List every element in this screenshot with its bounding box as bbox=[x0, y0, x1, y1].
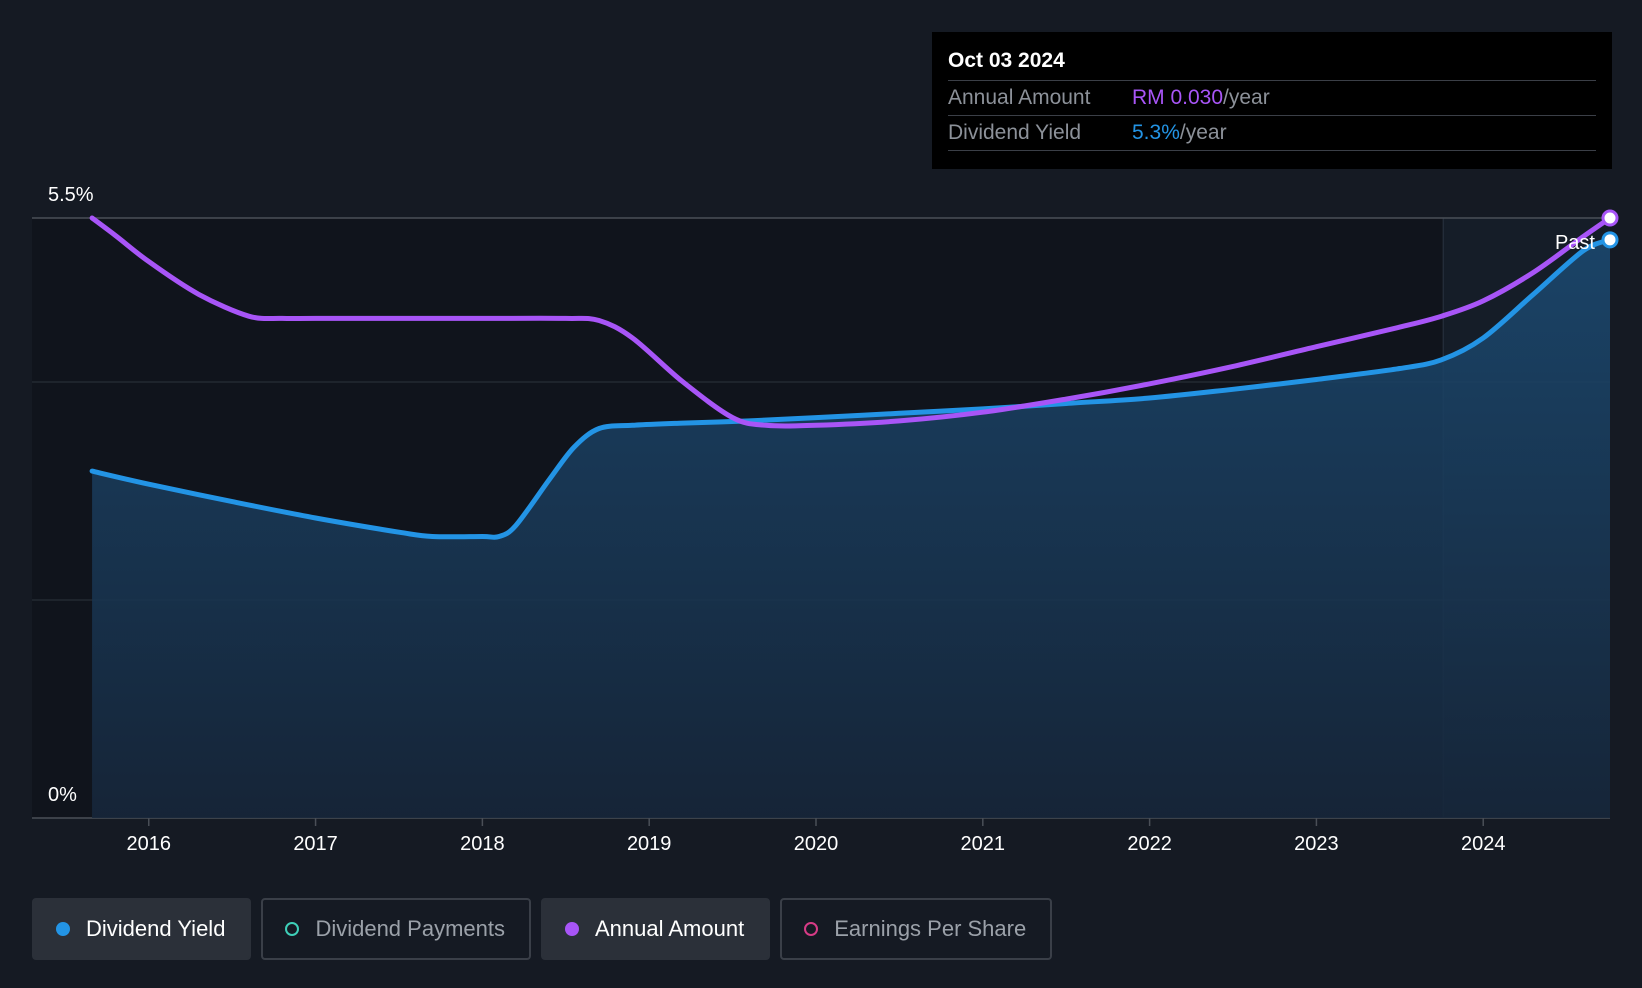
legend-dot-icon bbox=[56, 922, 70, 936]
x-tick-label: 2019 bbox=[627, 833, 672, 855]
annual-amount-end-marker bbox=[1601, 209, 1619, 227]
tooltip-annual-unit: /year bbox=[1223, 86, 1270, 109]
x-tick-label: 2022 bbox=[1127, 833, 1172, 855]
x-tick-label: 2023 bbox=[1294, 833, 1339, 855]
tooltip-yield-unit: /year bbox=[1179, 121, 1227, 144]
legend-dot-icon bbox=[285, 922, 300, 936]
chart-legend: Dividend Yield Dividend Payments Annual … bbox=[32, 898, 1053, 960]
legend-label: Annual Amount bbox=[594, 916, 745, 941]
tooltip-yield-value: 5.3% bbox=[1132, 121, 1180, 144]
tooltip-row-yield: Dividend Yield 5.3% /year bbox=[948, 115, 1596, 151]
legend-label: Dividend Yield bbox=[86, 916, 226, 941]
legend-label: Earnings Per Share bbox=[834, 916, 1027, 941]
legend-label: Dividend Payments bbox=[315, 916, 505, 941]
legend-dot-icon bbox=[804, 922, 819, 936]
tooltip-annual-value: RM 0.030 bbox=[1132, 86, 1224, 109]
y-tick-label-max: 5.5% bbox=[48, 184, 94, 206]
x-tick-label: 2016 bbox=[127, 833, 172, 855]
dividend-chart: 2016 2017 2018 2019 2020 2021 2022 2023 2024 5.5… bbox=[32, 184, 1619, 855]
x-tick-label: 2024 bbox=[1461, 833, 1506, 855]
tooltip-date: Oct 03 2024 bbox=[948, 49, 1065, 72]
x-tick-label: 2021 bbox=[961, 833, 1006, 855]
x-tick-label: 2018 bbox=[460, 833, 505, 855]
dividend-yield-end-marker bbox=[1601, 231, 1619, 249]
x-tick-label: 2017 bbox=[293, 833, 338, 855]
dividend-yield-area bbox=[92, 239, 1610, 819]
tooltip-annual-label: Annual Amount bbox=[948, 86, 1091, 109]
annual-amount-line bbox=[89, 215, 1613, 429]
chart-tooltip: Oct 03 2024 Annual Amount RM 0.030 /year… bbox=[932, 32, 1612, 169]
tooltip-row-annual: Annual Amount RM 0.030 /year bbox=[948, 80, 1596, 115]
legend-dot-icon bbox=[564, 922, 579, 936]
past-label: Past bbox=[1555, 232, 1595, 254]
dividend-yield-line bbox=[89, 237, 1613, 540]
tooltip-yield-label: Dividend Yield bbox=[948, 121, 1082, 144]
y-tick-label-min: 0% bbox=[48, 784, 77, 806]
legend-dividend-yield[interactable]: Dividend Yield bbox=[32, 898, 252, 960]
legend-earnings-per-share[interactable]: Earnings Per Share bbox=[780, 898, 1053, 960]
legend-annual-amount[interactable]: Annual Amount bbox=[540, 898, 771, 960]
legend-dividend-payments[interactable]: Dividend Payments bbox=[261, 898, 531, 960]
x-tick-label: 2020 bbox=[794, 833, 839, 855]
